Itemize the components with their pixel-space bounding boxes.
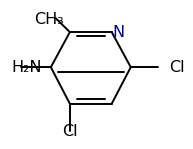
Text: N: N bbox=[113, 25, 125, 40]
Text: Cl: Cl bbox=[62, 124, 78, 139]
Text: H₂N: H₂N bbox=[11, 60, 41, 75]
Text: CH₃: CH₃ bbox=[34, 12, 64, 27]
Text: Cl: Cl bbox=[169, 60, 184, 75]
